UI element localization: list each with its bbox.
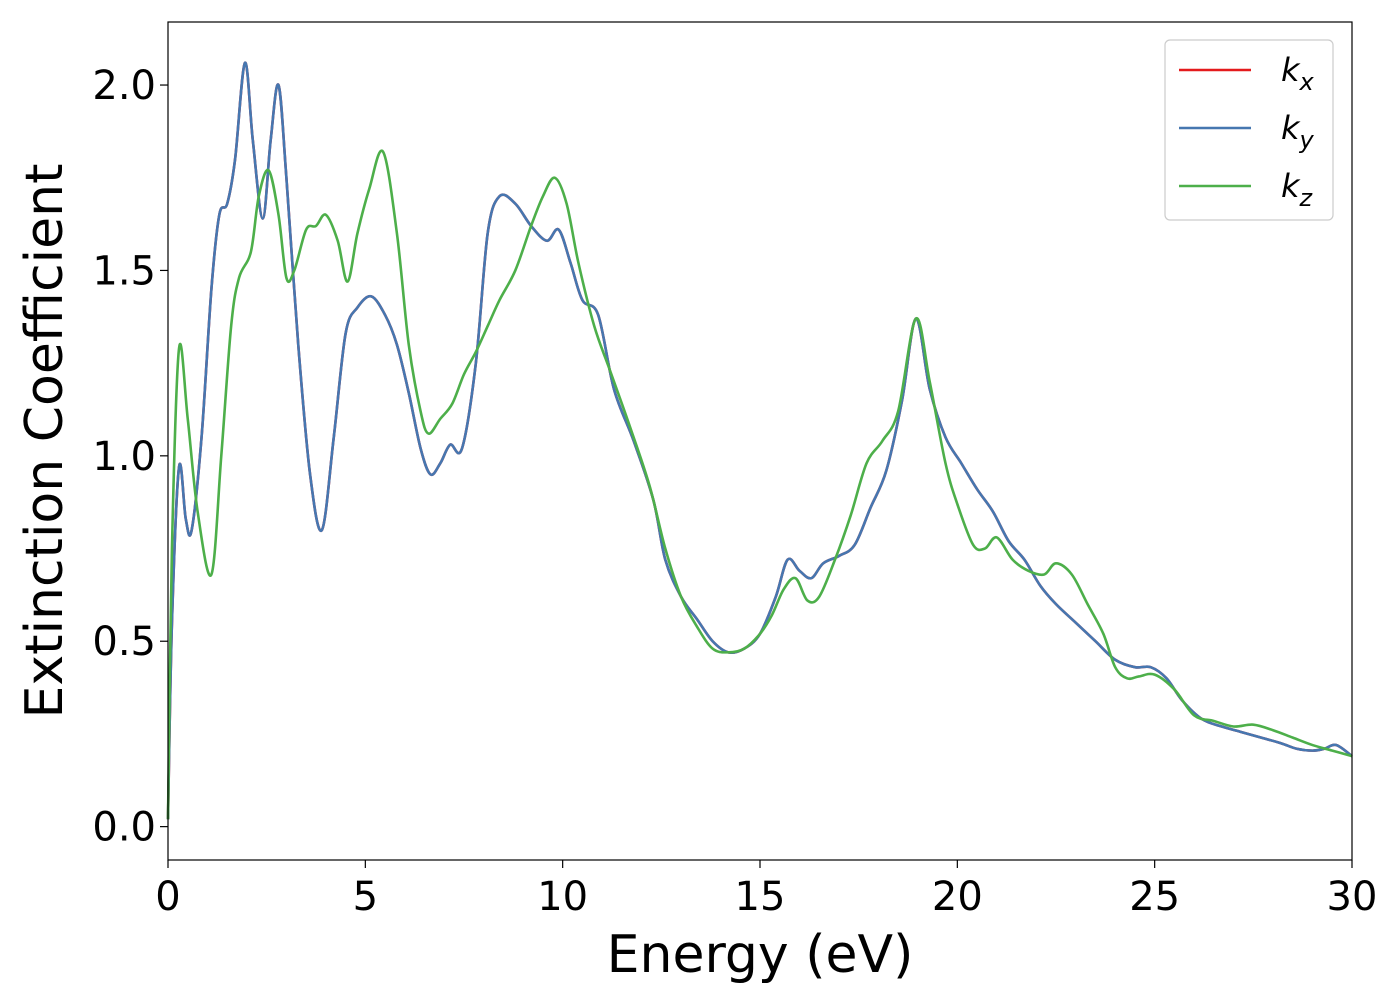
x-tick-label: 5 <box>353 874 378 920</box>
x-tick-label: 30 <box>1327 874 1378 920</box>
legend-label-y: ky <box>1281 109 1315 154</box>
x-tick-label: 25 <box>1129 874 1180 920</box>
y-tick-label: 1.0 <box>92 434 156 480</box>
x-tick-label: 0 <box>155 874 180 920</box>
y-tick-label: 2.0 <box>92 63 156 109</box>
axes-layer: 0 5 10 15 20 25 30 0.0 0.5 1.0 1.5 2.0 <box>92 21 1378 920</box>
y-tick-label: 1.5 <box>92 248 156 294</box>
x-tick-label: 15 <box>735 874 786 920</box>
y-axis-label: Extinction Coefficient <box>15 164 75 719</box>
x-axis-label: Energy (eV) <box>607 925 914 985</box>
legend: kx ky kz <box>1164 39 1334 221</box>
legend-label-z: kz <box>1281 167 1314 212</box>
y-tick-label: 0.5 <box>92 619 156 665</box>
legend-label-x: kx <box>1281 51 1315 96</box>
series-line-y <box>166 61 1353 820</box>
series-layer <box>166 61 1353 820</box>
series-line-z <box>166 149 1353 820</box>
y-tick-label: 0.0 <box>92 805 156 851</box>
x-tick-label: 10 <box>537 874 588 920</box>
legend-box <box>1164 39 1334 221</box>
x-tick-label: 20 <box>932 874 983 920</box>
